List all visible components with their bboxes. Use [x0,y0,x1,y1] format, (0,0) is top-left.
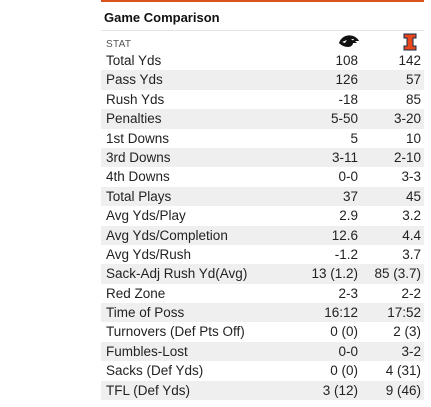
team1-value: 0 (0) [330,363,358,379]
team2-value: 2 (3) [393,324,421,340]
team1-value: -1.2 [334,246,358,262]
illinois-block-i-logo-icon [403,33,417,51]
team1-value: 0-0 [338,343,358,359]
team2-value: 142 [398,53,421,68]
team1-value: 37 [342,188,358,204]
stat-name: Fumbles-Lost [106,343,188,359]
team2-value: 3-2 [401,343,421,359]
stat-name: Pass Yds [106,72,163,88]
stat-name: Rush Yds [106,91,165,107]
stat-name: Turnovers (Def Pts Off) [106,324,245,340]
team2-value: 4.4 [402,227,421,243]
table-row: Avg Yds/Rush -1.2 3.7 [101,245,424,264]
team2-value: 3.7 [402,246,421,262]
team1-value: 12.6 [331,227,358,243]
stat-name: Avg Yds/Play [106,208,186,224]
stat-name: 3rd Downs [106,149,171,165]
stat-name: Avg Yds/Completion [106,227,228,243]
team1-value: 108 [335,53,358,68]
team2-value: 3.2 [402,208,421,224]
column-header-row: STAT [101,31,424,51]
team1-value: 5-50 [330,111,358,127]
team2-value: 17:52 [387,305,421,321]
stat-name: Total Plays [106,188,172,204]
table-row: 4th Downs 0-0 3-3 [101,167,424,186]
team2-value: 85 (3.7) [374,266,421,282]
team1-value: 5 [350,130,358,146]
team2-value: 57 [405,72,421,88]
table-row: Rush Yds -18 85 [101,90,424,109]
table-row: Sacks (Def Yds) 0 (0) 4 (31) [101,361,424,380]
stat-name: Red Zone [106,285,166,301]
stat-name: Time of Poss [106,305,185,321]
stat-name: TFL (Def Yds) [106,382,191,398]
team2-value: 3-3 [401,169,421,185]
table-row: Red Zone 2-3 2-2 [101,284,424,303]
stat-name: Total Yds [106,53,162,68]
stat-name: Sacks (Def Yds) [106,363,204,379]
table-row: 3rd Downs 3-11 2-10 [101,147,424,168]
table-row: Pass Yds 126 57 [101,70,424,90]
stat-name: Sack-Adj Rush Yd(Avg) [106,266,248,282]
team1-value: 16:12 [324,305,358,321]
team1-value: -18 [338,91,358,107]
table-row: Time of Poss 16:12 17:52 [101,303,424,323]
stat-name: Penalties [106,111,162,127]
table-row: TFL (Def Yds) 3 (12) 9 (46) [101,380,424,401]
team1-value: 3 (12) [322,382,358,398]
table-row: Sack-Adj Rush Yd(Avg) 13 (1.2) 85 (3.7) [101,264,424,284]
team1-value: 13 (1.2) [311,266,358,282]
team1-value: 0 (0) [330,324,358,340]
team2-value: 45 [405,188,421,204]
table-row: Fumbles-Lost 0-0 3-2 [101,341,424,362]
team2-value: 2-2 [401,285,421,301]
team1-value: 2-3 [338,285,358,301]
team2-value: 85 [405,91,421,107]
team2-value: 4 (31) [385,363,421,379]
table-row: Total Plays 37 45 [101,186,424,207]
team1-value: 2.9 [339,208,358,224]
game-comparison-panel: Game Comparison STAT Total Yds 108 142 Pass… [101,0,424,407]
table-row: Turnovers (Def Pts Off) 0 (0) 2 (3) [101,322,424,341]
panel-title: Game Comparison [104,10,220,25]
stat-column-header: STAT [106,39,132,50]
team1-value: 3-11 [331,149,358,165]
team2-value: 2-10 [393,149,421,165]
table-row: 1st Downs 5 10 [101,129,424,148]
table-row: Penalties 5-50 3-20 [101,109,424,129]
stat-name: 4th Downs [106,169,170,185]
team1-value: 126 [335,72,358,88]
table-row: Total Yds 108 142 [101,51,424,70]
panel-header: Game Comparison [101,0,424,30]
table-row: Avg Yds/Completion 12.6 4.4 [101,225,424,245]
team2-value: 3-20 [393,111,421,127]
team2-value: 10 [405,130,421,146]
stat-name: 1st Downs [106,130,170,146]
iowa-hawkeye-logo-icon [339,35,359,47]
table-row: Avg Yds/Play 2.9 3.2 [101,206,424,225]
stats-table: Total Yds 108 142 Pass Yds 126 57 Rush Yds -18 8… [101,51,424,401]
team1-value: 0-0 [338,169,358,185]
team2-value: 9 (46) [385,382,421,398]
header-divider [101,30,424,31]
stat-name: Avg Yds/Rush [106,246,192,262]
